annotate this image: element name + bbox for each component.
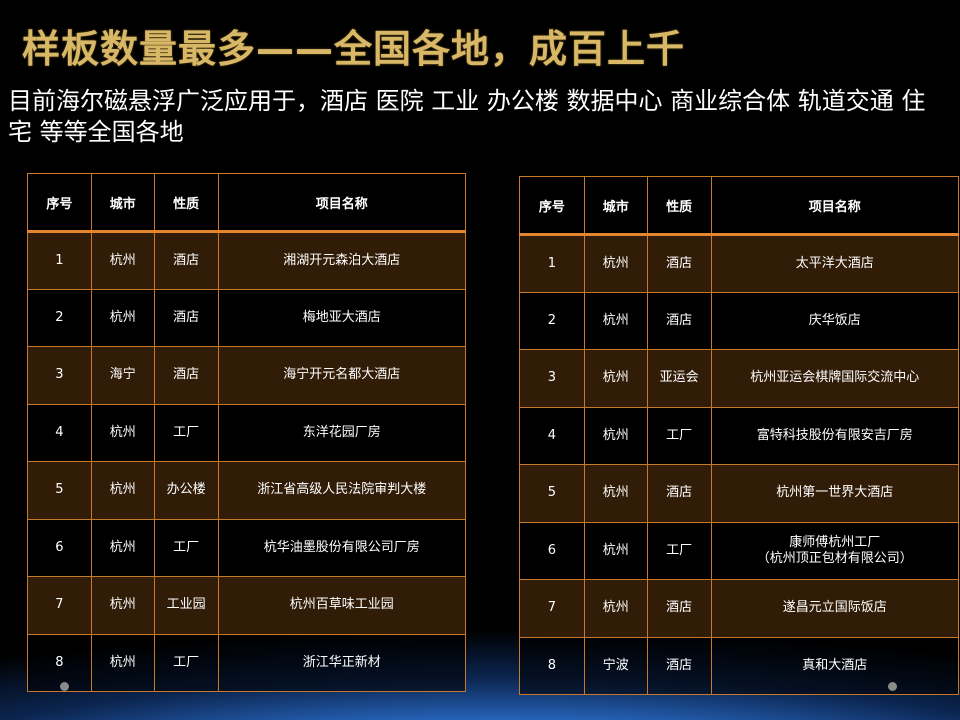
table-cell: 工业园 xyxy=(153,576,219,635)
table-cell: 8 xyxy=(27,633,92,692)
table-cell: 7 xyxy=(519,579,585,638)
table-cell: 4 xyxy=(27,403,92,462)
table-cell: 杭州亚运会棋牌国际交流中心 xyxy=(710,349,960,408)
table-cell: 酒店 xyxy=(646,234,712,293)
table-cell: 酒店 xyxy=(646,636,712,695)
table-cell: 杭州 xyxy=(583,521,648,580)
table-cell: 酒店 xyxy=(153,288,219,347)
table-cell: 亚运会 xyxy=(646,349,712,408)
table-cell: 杭州 xyxy=(583,464,648,523)
table-row: 1 杭州 酒店 湘湖开元森泊大酒店 xyxy=(27,231,467,290)
column-header: 项目名称 xyxy=(710,176,960,236)
table-cell: 太平洋大酒店 xyxy=(710,234,960,293)
column-header: 城市 xyxy=(583,176,648,236)
table-cell: 宁波 xyxy=(583,636,648,695)
decor-dot xyxy=(888,682,897,691)
column-header: 性质 xyxy=(153,173,219,233)
table-cell: 杭州 xyxy=(583,291,648,350)
page-title: 样板数量最多——全国各地，成百上千 xyxy=(22,27,686,71)
table-cell: 6 xyxy=(519,521,585,580)
table-row: 5 杭州 办公楼 浙江省高级人民法院审判大楼 xyxy=(27,461,467,520)
table-cell: 5 xyxy=(27,461,92,520)
table-cell: 杭州 xyxy=(90,231,155,290)
column-header: 城市 xyxy=(90,173,155,233)
column-header: 序号 xyxy=(27,173,92,233)
table-cell: 1 xyxy=(519,234,585,293)
table-cell: 办公楼 xyxy=(153,461,219,520)
table-cell: 2 xyxy=(27,288,92,347)
table-row: 7 杭州 工业园 杭州百草味工业园 xyxy=(27,576,467,635)
table-cell: 杭州百草味工业园 xyxy=(217,576,467,635)
table-cell: 杭华油墨股份有限公司厂房 xyxy=(217,518,467,577)
table-cell: 杭州 xyxy=(583,234,648,293)
table-header: 序号 城市 性质 项目名称 xyxy=(27,173,467,233)
table-cell: 海宁 xyxy=(90,346,155,405)
table-cell: 4 xyxy=(519,406,585,465)
table-cell: 浙江华正新材 xyxy=(217,633,467,692)
table-cell: 康师傅杭州工厂 （杭州顶正包材有限公司） xyxy=(710,521,960,580)
table-cell: 富特科技股份有限安吉厂房 xyxy=(710,406,960,465)
table-cell: 酒店 xyxy=(153,231,219,290)
table-cell: 梅地亚大酒店 xyxy=(217,288,467,347)
table-cell: 杭州 xyxy=(90,288,155,347)
table-cell: 海宁开元名都大酒店 xyxy=(217,346,467,405)
table-cell: 5 xyxy=(519,464,585,523)
table-row: 2 杭州 酒店 梅地亚大酒店 xyxy=(27,288,467,347)
table-row: 5 杭州 酒店 杭州第一世界大酒店 xyxy=(519,464,960,523)
table-row: 6 杭州 工厂 杭华油墨股份有限公司厂房 xyxy=(27,518,467,577)
table-cell: 杭州第一世界大酒店 xyxy=(710,464,960,523)
table-cell: 工厂 xyxy=(153,518,219,577)
table-cell: 杭州 xyxy=(90,576,155,635)
table-cell: 6 xyxy=(27,518,92,577)
column-header: 性质 xyxy=(646,176,712,236)
table-row: 3 杭州 亚运会 杭州亚运会棋牌国际交流中心 xyxy=(519,349,960,408)
table-cell: 酒店 xyxy=(153,346,219,405)
table-cell: 杭州 xyxy=(90,461,155,520)
column-header: 序号 xyxy=(519,176,585,236)
table-row: 3 海宁 酒店 海宁开元名都大酒店 xyxy=(27,346,467,405)
table-cell: 浙江省高级人民法院审判大楼 xyxy=(217,461,467,520)
table-cell: 庆华饭店 xyxy=(710,291,960,350)
table-row: 8 宁波 酒店 真和大酒店 xyxy=(519,636,960,695)
table-cell: 2 xyxy=(519,291,585,350)
project-table-right: 序号 城市 性质 项目名称 1 杭州 酒店 太平洋大酒店 2 杭州 酒店 庆华饭店 3 杭州 亚运会 杭州亚运… xyxy=(519,176,960,695)
table-cell: 3 xyxy=(519,349,585,408)
table-cell: 工厂 xyxy=(153,633,219,692)
table-row: 8 杭州 工厂 浙江华正新材 xyxy=(27,633,467,692)
table-row: 6 杭州 工厂 康师傅杭州工厂 （杭州顶正包材有限公司） xyxy=(519,521,960,580)
table-cell: 杭州 xyxy=(90,633,155,692)
table-cell: 杭州 xyxy=(90,403,155,462)
table-cell: 工厂 xyxy=(153,403,219,462)
decor-dot xyxy=(60,682,69,691)
table-cell: 工厂 xyxy=(646,406,712,465)
table-cell: 酒店 xyxy=(646,579,712,638)
table-cell: 杭州 xyxy=(583,406,648,465)
table-cell: 3 xyxy=(27,346,92,405)
table-cell: 8 xyxy=(519,636,585,695)
subtitle: 目前海尔磁悬浮广泛应用于，酒店 医院 工业 办公楼 数据中心 商业综合体 轨道交… xyxy=(8,87,926,146)
table-row: 4 杭州 工厂 富特科技股份有限安吉厂房 xyxy=(519,406,960,465)
table-cell: 遂昌元立国际饭店 xyxy=(710,579,960,638)
table-cell: 工厂 xyxy=(646,521,712,580)
table-row: 2 杭州 酒店 庆华饭店 xyxy=(519,291,960,350)
table-cell: 杭州 xyxy=(583,579,648,638)
table-cell: 7 xyxy=(27,576,92,635)
table-cell: 杭州 xyxy=(90,518,155,577)
table-cell: 真和大酒店 xyxy=(710,636,960,695)
table-row: 4 杭州 工厂 东洋花园厂房 xyxy=(27,403,467,462)
table-cell: 酒店 xyxy=(646,291,712,350)
table-row: 7 杭州 酒店 遂昌元立国际饭店 xyxy=(519,579,960,638)
column-header: 项目名称 xyxy=(217,173,467,233)
table-header: 序号 城市 性质 项目名称 xyxy=(519,176,960,236)
table-cell: 湘湖开元森泊大酒店 xyxy=(217,231,467,290)
table-cell: 杭州 xyxy=(583,349,648,408)
table-cell: 东洋花园厂房 xyxy=(217,403,467,462)
table-row: 1 杭州 酒店 太平洋大酒店 xyxy=(519,234,960,293)
project-table-left: 序号 城市 性质 项目名称 1 杭州 酒店 湘湖开元森泊大酒店 2 杭州 酒店 梅地亚大酒店 3 海宁 酒店… xyxy=(27,173,467,692)
table-cell: 酒店 xyxy=(646,464,712,523)
table-cell: 1 xyxy=(27,231,92,290)
